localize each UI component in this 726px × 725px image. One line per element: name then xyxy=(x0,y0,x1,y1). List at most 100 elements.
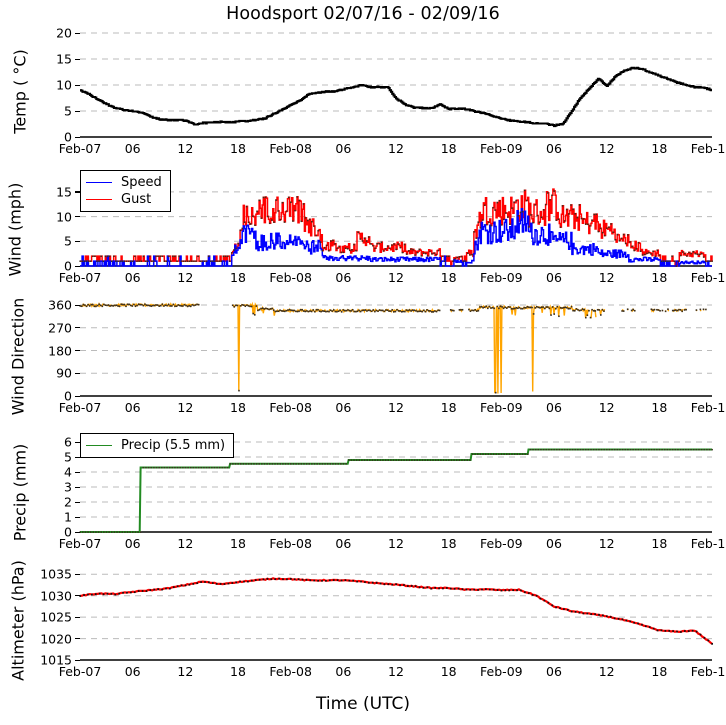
page-title: Hoodsport 02/07/16 - 02/09/16 xyxy=(226,4,500,24)
y-tick-mark xyxy=(75,616,80,618)
y-tick-label: 6 xyxy=(64,434,72,450)
legend-item-gust: Gust xyxy=(86,191,162,208)
x-tick-label: Feb-09 xyxy=(480,400,523,415)
x-tick-label: 12 xyxy=(388,664,404,679)
y-tick-label: 360 xyxy=(48,297,72,313)
x-tick-label: Feb-08 xyxy=(269,536,312,551)
x-tick-label: 18 xyxy=(440,400,457,415)
x-tick-label: Feb-10 xyxy=(690,270,726,285)
y-tick-mark xyxy=(75,32,80,34)
x-tick-label: 06 xyxy=(546,141,562,156)
x-tick-label: 06 xyxy=(124,400,141,415)
x-tick-label: Feb-07 xyxy=(58,536,102,551)
y-tick-mark xyxy=(75,350,80,352)
y-tick-mark xyxy=(75,573,80,575)
y-tick-mark xyxy=(75,486,80,488)
x-tick-label: 18 xyxy=(651,141,668,156)
y-tick-label: 15 xyxy=(56,184,72,200)
y-tick-label: 1025 xyxy=(40,609,72,625)
x-tick-label: 12 xyxy=(388,400,404,415)
y-tick-mark xyxy=(75,265,80,267)
x-tick-label: 06 xyxy=(546,664,562,679)
y-tick-label: 5 xyxy=(64,233,72,249)
x-tick-label: 06 xyxy=(124,141,141,156)
y-tick-mark xyxy=(75,58,80,60)
y-tick-label: 1030 xyxy=(40,588,72,604)
x-tick-label: Feb-07 xyxy=(58,141,102,156)
y-tick-label: 180 xyxy=(48,343,72,359)
y-tick-label: 10 xyxy=(56,209,72,225)
x-tick-label: 12 xyxy=(177,400,194,415)
x-tick-label: Feb-10 xyxy=(690,141,726,156)
legend-label: Speed xyxy=(121,175,162,190)
y-tick-label: 90 xyxy=(56,365,72,381)
y-tick-mark xyxy=(75,501,80,503)
y-tick-mark xyxy=(75,395,80,397)
legend-line-icon xyxy=(86,445,112,446)
y-tick-mark xyxy=(75,216,80,218)
x-tick-label: 18 xyxy=(440,536,457,551)
y-tick-mark xyxy=(75,240,80,242)
x-tick-label: 06 xyxy=(546,400,562,415)
y-tick-mark xyxy=(75,110,80,112)
x-tick-label: Feb-08 xyxy=(269,270,312,285)
y-tick-label: 3 xyxy=(64,479,72,495)
legend-label: Gust xyxy=(121,192,152,207)
y-tick-label: 1 xyxy=(64,509,72,525)
y-tick-mark xyxy=(75,471,80,473)
x-tick-label: Feb-08 xyxy=(269,141,312,156)
x-tick-label: 06 xyxy=(124,270,141,285)
x-tick-label: 06 xyxy=(124,536,141,551)
x-tick-label: 12 xyxy=(177,536,194,551)
precip-legend: Precip (5.5 mm) xyxy=(80,433,235,458)
legend-line-icon xyxy=(86,199,112,200)
direction-plot xyxy=(79,301,712,397)
wind-plot xyxy=(79,188,713,267)
legend-item-speed: Speed xyxy=(86,174,162,191)
x-tick-label: 06 xyxy=(546,270,562,285)
x-tick-label: Feb-10 xyxy=(690,536,726,551)
panel-wind: Wind (mph) 0 5 10 15 Feb-07 06 12 18 Feb-08 06 12… xyxy=(0,160,726,300)
x-tick-label: 12 xyxy=(177,270,194,285)
legend-label: Precip (5.5 mm) xyxy=(121,438,226,453)
panel-altimeter: Altimeter (hPa) 1015 1020 1025 1030 1035 Feb… xyxy=(0,556,726,691)
x-tick-label: Feb-10 xyxy=(690,664,726,679)
y-tick-mark xyxy=(75,516,80,518)
x-tick-label: 06 xyxy=(335,270,352,285)
y-tick-label: 2 xyxy=(64,494,72,510)
y-tick-mark xyxy=(75,136,80,138)
panel-temperature: Temp ( °C) 0 5 10 15 20 Feb-07 06 12 18 Feb-08 06… xyxy=(0,0,726,160)
y-tick-label: 5 xyxy=(64,449,72,465)
y-tick-label: 0 xyxy=(64,258,72,274)
wind-legend: Speed Gust xyxy=(80,170,171,212)
x-tick-label: Feb-09 xyxy=(480,536,523,551)
x-tick-label: 12 xyxy=(177,141,194,156)
x-tick-label: 18 xyxy=(440,664,457,679)
y-tick-label: 15 xyxy=(56,51,72,67)
x-tick-label: 18 xyxy=(230,400,246,415)
y-tick-label: 1015 xyxy=(40,652,72,668)
x-tick-label: 12 xyxy=(388,141,404,156)
y-tick-mark xyxy=(75,638,80,640)
y-tick-mark xyxy=(75,372,80,374)
y-tick-label: 0 xyxy=(64,129,72,145)
x-tick-label: Feb-08 xyxy=(269,664,312,679)
y-tick-mark xyxy=(75,304,80,306)
y-tick-mark xyxy=(75,327,80,329)
x-tick-label: 18 xyxy=(651,400,668,415)
x-tick-label: 06 xyxy=(124,664,141,679)
y-tick-mark xyxy=(75,441,80,443)
x-tick-label: 18 xyxy=(230,664,246,679)
x-tick-label: Feb-09 xyxy=(480,141,523,156)
y-tick-label: 10 xyxy=(56,77,72,93)
x-tick-label: 06 xyxy=(546,536,562,551)
legend-item-precip: Precip (5.5 mm) xyxy=(86,437,225,454)
x-tick-label: 18 xyxy=(440,141,457,156)
y-tick-label: 1020 xyxy=(40,631,72,647)
y-tick-mark xyxy=(75,191,80,193)
x-tick-label: Feb-10 xyxy=(690,400,726,415)
panel-wind-direction: Wind Direction 0 90 180 270 360 Feb-07 06 12 18… xyxy=(0,292,726,422)
y-tick-mark xyxy=(75,84,80,86)
